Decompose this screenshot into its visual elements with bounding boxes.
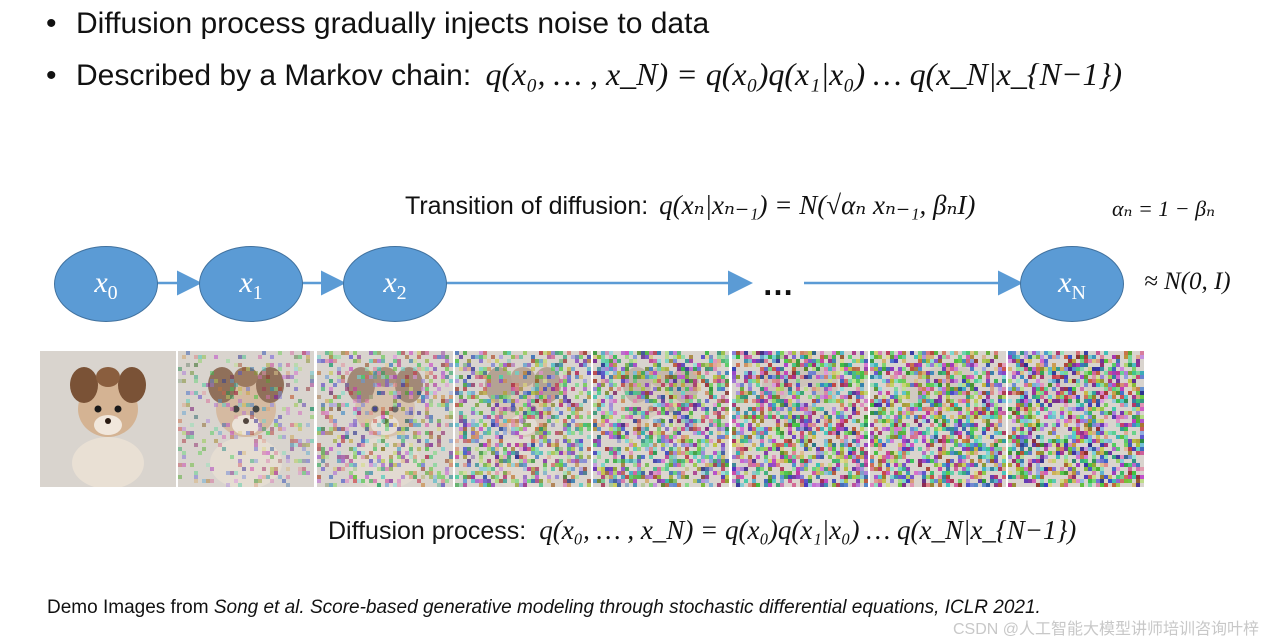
limit-distribution: ≈ N(0, I) (1144, 268, 1231, 295)
chain-ellipsis: … (762, 266, 794, 302)
caption-label: Diffusion process: (328, 517, 527, 545)
transition-line: Transition of diffusion: q(xₙ|xₙ₋₁) = N(… (405, 190, 975, 221)
noise-frame-3 (454, 351, 591, 487)
node-x1: x1 (199, 246, 303, 322)
bullet-dot: • (46, 7, 57, 40)
noise-frame-5 (731, 351, 868, 487)
caption-equation: q(x₀, … , x_N) = q(x₀)q(x₁|x₀) … q(x_N|x… (539, 515, 1077, 545)
transition-equation: q(xₙ|xₙ₋₁) = N(√αₙ xₙ₋₁, βₙI) (659, 190, 976, 220)
node-xN: xN (1020, 246, 1124, 322)
footnote-citation: Song et al. Score-based generative model… (213, 597, 1041, 618)
diffusion-caption: Diffusion process: q(x₀, … , x_N) = q(x₀… (328, 515, 1076, 546)
alpha-definition: αₙ = 1 − βₙ (1112, 196, 1216, 221)
transition-label: Transition of diffusion: (405, 192, 649, 220)
noise-frame-0 (40, 351, 176, 487)
bullet-dot: • (46, 59, 57, 92)
bullet-2-text: Described by a Markov chain: (76, 59, 472, 92)
node-x2: x2 (343, 246, 447, 322)
bullet-1-text: Diffusion process gradually injects nois… (76, 7, 710, 40)
footnote: Demo Images from Song et al. Score-based… (47, 597, 1041, 619)
node-x0: x0 (54, 246, 158, 322)
bullet-2: • Described by a Markov chain: q(x₀, … , … (46, 56, 1122, 94)
watermark: CSDN @人工智能大模型讲师培训咨询叶梓 (952, 621, 1259, 638)
dog-image (70, 367, 146, 487)
noise-frame-7 (1008, 351, 1145, 487)
bullet-1: • Diffusion process gradually injects noi… (46, 6, 709, 42)
noise-frame-1 (178, 351, 315, 487)
noise-frame-6 (869, 351, 1006, 487)
markov-chain-equation: q(x₀, … , x_N) = q(x₀)q(x₁|x₀) … q(x_N|x… (485, 56, 1122, 92)
noise-frame-4 (593, 351, 730, 487)
footnote-prefix: Demo Images from (47, 597, 214, 618)
noise-frame-2 (316, 351, 453, 487)
